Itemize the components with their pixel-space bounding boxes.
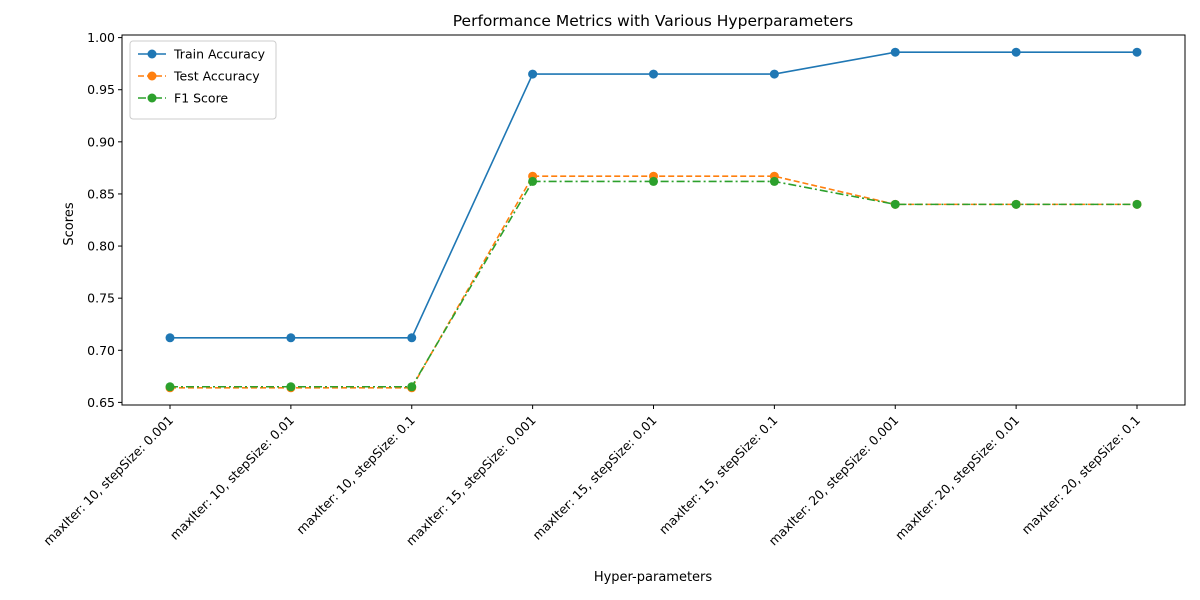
y-tick-label: 0.85: [87, 186, 115, 201]
axes-frame: [121, 34, 1186, 406]
series-line-3: [170, 180, 1137, 388]
data-point: [769, 176, 779, 186]
x-tick-label: maxIter: 20, stepSize: 0.001: [766, 413, 902, 549]
data-point: [286, 382, 296, 392]
data-point: [890, 199, 900, 209]
data-point: [649, 69, 658, 79]
x-tick-label: maxIter: 15, stepSize: 0.001: [403, 413, 539, 549]
data-point: [1132, 47, 1142, 57]
data-point: [286, 333, 296, 343]
legend-swatch-marker: [147, 49, 157, 59]
x-tick-label: maxIter: 10, stepSize: 0.1: [293, 413, 418, 538]
data-point: [407, 382, 417, 392]
data-point: [1132, 199, 1142, 209]
y-tick-label: 0.90: [87, 134, 115, 149]
data-point: [1011, 199, 1021, 209]
y-tick-label: 0.65: [87, 395, 115, 410]
y-axis-title: Scores: [62, 202, 77, 245]
data-point: [890, 47, 900, 57]
y-tick-label: 1.00: [87, 30, 115, 45]
legend-label: Test Accuracy: [173, 69, 260, 84]
series-line-1: [170, 51, 1137, 339]
legend-box: [129, 40, 277, 120]
x-tick-label: maxIter: 15, stepSize: 0.1: [656, 413, 781, 538]
plot-area: 0.65 0.70 0.75 0.80 0.85 0.90 0.95 1.00 maxIter:…: [40, 30, 1186, 549]
x-tick-label: maxIter: 20, stepSize: 0.1: [1019, 413, 1144, 538]
data-point: [407, 333, 417, 343]
y-tick-label: 0.95: [87, 82, 115, 97]
chart-title: Performance Metrics with Various Hyperpa…: [453, 12, 854, 30]
data-point: [1011, 47, 1021, 57]
data-point: [528, 69, 538, 79]
legend-swatch-marker: [147, 93, 157, 103]
data-point: [769, 69, 779, 79]
x-tick-label: maxIter: 15, stepSize: 0.01: [529, 413, 659, 543]
y-tick-label: 0.75: [87, 291, 115, 306]
legend-label: F1 Score: [174, 91, 228, 106]
x-tick-label: maxIter: 20, stepSize: 0.01: [892, 413, 1022, 543]
x-tick-label: maxIter: 10, stepSize: 0.001: [40, 413, 176, 549]
data-point: [165, 333, 175, 343]
x-axis-title: Hyper-parameters: [594, 570, 713, 585]
y-tick-label: 0.70: [87, 343, 115, 358]
data-point: [649, 176, 658, 186]
legend-label: Train Accuracy: [173, 47, 266, 62]
series-line-2: [170, 175, 1137, 389]
data-point: [165, 382, 175, 392]
y-tick-label: 0.80: [87, 239, 115, 254]
data-point: [528, 176, 538, 186]
legend-swatch-marker: [147, 71, 157, 81]
x-tick-label: maxIter: 10, stepSize: 0.01: [167, 413, 297, 543]
